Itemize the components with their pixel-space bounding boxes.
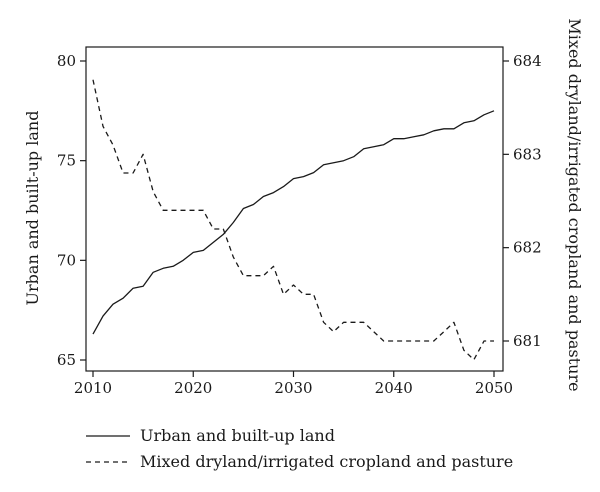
x-axis: 2010 2020 2030 2040 2050 <box>74 371 513 397</box>
y-left-tick-label: 75 <box>57 152 76 170</box>
x-tick-label: 2020 <box>174 379 212 397</box>
series-line-urban <box>92 110 495 335</box>
x-tick-label: 2040 <box>375 379 413 397</box>
y-axis-right-title: Mixed dryland/irrigated cropland and pas… <box>565 18 584 391</box>
y-right-tick-label: 684 <box>513 52 542 70</box>
y-right-tick-label: 681 <box>513 332 542 350</box>
series-layer <box>92 79 495 361</box>
left-axis: 65 70 75 80 <box>57 52 86 369</box>
plot-border <box>85 46 504 372</box>
legend-label-urban: Urban and built-up land <box>140 426 335 445</box>
y-left-tick-label: 80 <box>57 52 76 70</box>
legend: Urban and built-up land Mixed dryland/ir… <box>86 426 513 471</box>
y-left-tick-label: 70 <box>57 251 76 269</box>
legend-label-cropland: Mixed dryland/irrigated cropland and pas… <box>140 452 513 471</box>
y-left-tick-label: 65 <box>57 351 76 369</box>
y-right-tick-label: 683 <box>513 145 542 163</box>
right-axis: 681 682 683 684 <box>503 52 542 350</box>
x-tick-label: 2050 <box>475 379 513 397</box>
y-right-tick-label: 682 <box>513 239 542 257</box>
series-line-cropland <box>92 79 494 361</box>
y-axis-left-title: Urban and built-up land <box>23 111 42 306</box>
plot-frame <box>85 46 504 372</box>
x-tick-label: 2010 <box>74 379 112 397</box>
x-tick-label: 2030 <box>274 379 312 397</box>
